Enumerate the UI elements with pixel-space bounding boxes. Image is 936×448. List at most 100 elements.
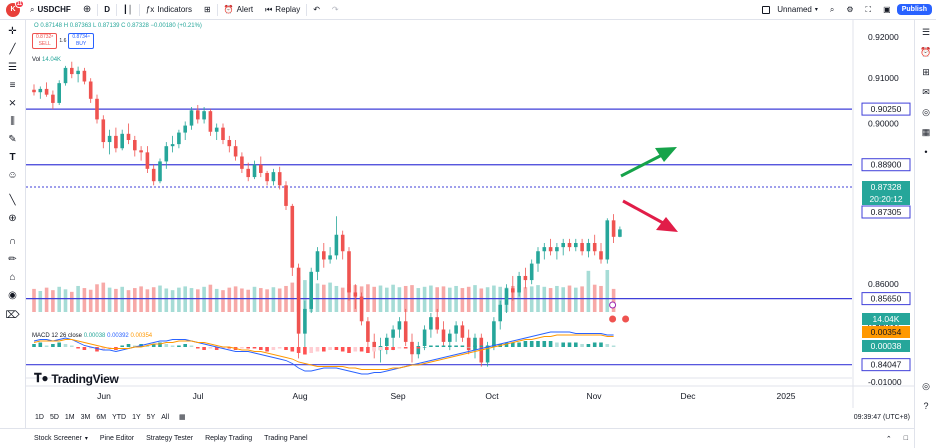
undo-button[interactable]: ↶ (307, 0, 326, 20)
range-5d[interactable]: 5D (49, 413, 59, 421)
indicators-button[interactable]: ƒx Indicators (140, 0, 198, 20)
zoom-in-icon[interactable]: ⊕ (8, 213, 17, 224)
macd-histogram-bar (466, 347, 471, 348)
chart-area[interactable]: 0.920000.910000.900000.880000.860000.850… (26, 20, 914, 408)
forecast-icon[interactable]: ⫼ (10, 116, 15, 127)
replay-trading-tab[interactable]: Replay Trading (199, 435, 258, 442)
chat-icon[interactable]: ✉ (922, 86, 930, 97)
trash-icon[interactable]: ⌦ (5, 310, 20, 321)
macd-histogram-bar (347, 347, 351, 353)
maximize-icon: □ (903, 435, 908, 442)
range-6m[interactable]: 6M (96, 413, 107, 421)
watchlist-icon[interactable]: ☰ (921, 26, 931, 37)
volume-bar (586, 270, 591, 312)
volume-bar (101, 282, 106, 312)
maximize-panel-button[interactable]: □ (898, 435, 914, 442)
candle-body (240, 156, 244, 169)
user-avatar[interactable]: K 11 (6, 0, 24, 17)
candle-body (511, 288, 515, 293)
volume-bar (328, 282, 332, 312)
volume-bar (466, 286, 471, 312)
lock-icon[interactable]: ⌂ (9, 272, 16, 283)
trading-panel-tab[interactable]: Trading Panel (258, 435, 313, 442)
range-1m[interactable]: 1M (64, 413, 75, 421)
snapshot-button[interactable]: ▣ (877, 0, 897, 20)
candle-body (63, 67, 68, 84)
templates-button[interactable]: ⊞ (198, 0, 217, 20)
text-icon[interactable]: T (9, 152, 16, 163)
chart-type-button[interactable]: ┃│ (117, 0, 139, 20)
price-axis[interactable]: 0.920000.910000.900000.880000.860000.850… (852, 20, 911, 408)
ohlc-legend: O 0.87148 H 0.87363 L 0.87139 C 0.87328 … (34, 23, 202, 29)
range-5y[interactable]: 5Y (146, 413, 156, 421)
trendline-icon[interactable]: ╱ (9, 44, 16, 55)
candle-body (391, 329, 395, 338)
macd-histogram-bar (252, 347, 257, 349)
arrow-down-annotation[interactable] (622, 199, 678, 232)
settings-button[interactable]: ⚙ (840, 0, 859, 20)
replay-button[interactable]: ⏮ Replay (259, 0, 306, 20)
fullscreen-button[interactable]: ⛶ (860, 0, 878, 20)
macd-histogram-bar (322, 347, 326, 352)
alert-button[interactable]: ⏰ Alert (218, 0, 259, 20)
stock-screener-tab[interactable]: Stock Screener ▾ (28, 435, 94, 442)
eye-icon[interactable]: ◉ (8, 290, 17, 301)
collapse-panel-button[interactable]: ⌃ (880, 435, 898, 443)
magnifier-icon: ⌕ (829, 4, 835, 14)
brush-icon[interactable]: ✎ (8, 134, 17, 145)
ideas-icon[interactable]: ◎ (922, 106, 930, 117)
calendar-icon[interactable]: ▦ (921, 126, 931, 137)
macd-histogram-bar (44, 345, 49, 347)
macd-histogram-bar (448, 345, 452, 347)
help-icon[interactable]: ? (923, 401, 929, 411)
horizontal-lines-icon[interactable]: ☰ (8, 62, 17, 73)
macd-histogram-bar (202, 347, 206, 350)
pattern-icon[interactable]: ⨯ (8, 98, 17, 109)
interval-button[interactable]: D (98, 0, 116, 20)
buy-button[interactable]: 0.8734⁴ BUY (68, 33, 94, 49)
ruler-icon[interactable]: ╲ (9, 195, 16, 206)
range-1d[interactable]: 1D (35, 413, 44, 421)
range-all[interactable]: All (161, 413, 170, 421)
time-tick-label: Aug (292, 391, 307, 401)
macd-histogram-bar (290, 347, 295, 352)
time-axis[interactable]: Jun Jul Aug Sep Oct Nov Dec 2025 (26, 385, 914, 401)
macd-histogram-bar (107, 347, 112, 349)
macd-pane (32, 331, 616, 375)
clock-label[interactable]: 09:39:47 (UTC+8) (853, 413, 910, 421)
arrow-up-annotation[interactable] (620, 147, 677, 178)
candle-body (265, 172, 269, 182)
signal-icon[interactable]: • (924, 147, 928, 157)
chart-canvas[interactable]: 0.920000.910000.900000.880000.860000.850… (26, 20, 914, 408)
volume-bar (303, 280, 307, 312)
emoji-icon[interactable]: ☺ (7, 170, 18, 181)
candle-body (233, 146, 238, 157)
alerts-clock-icon[interactable]: ⏰ (920, 46, 932, 57)
search-button[interactable]: ⌕ (824, 0, 840, 20)
lock-drawings-icon[interactable]: ✏ (8, 254, 17, 265)
crosshair-icon[interactable]: ✛ (8, 26, 17, 37)
symbol-name: USDCHF (37, 5, 71, 14)
redo-button[interactable]: ↷ (326, 0, 345, 20)
date-range-icon[interactable]: ▦ (179, 414, 186, 421)
range-1y[interactable]: 1Y (132, 413, 141, 421)
macd-histogram-bar (32, 344, 36, 347)
compare-button[interactable]: ⊕ (77, 0, 97, 20)
candle-body (170, 144, 175, 147)
sell-button[interactable]: 0.8732⁸ SELL (32, 33, 58, 49)
range-3m[interactable]: 3M (80, 413, 91, 421)
publish-button[interactable]: Publish (896, 4, 932, 15)
fib-icon[interactable]: ≡ (9, 80, 16, 91)
macd-histogram-bar (454, 345, 458, 347)
candle-body (504, 288, 509, 305)
magnet-icon[interactable]: ∩ (8, 236, 17, 247)
candle-body (441, 329, 446, 342)
symbol-search[interactable]: ⌕ USDCHF (24, 0, 77, 20)
grid-icon[interactable]: ⊞ (922, 66, 930, 77)
range-ytd[interactable]: YTD (112, 413, 127, 421)
target-icon[interactable]: ◎ (922, 380, 930, 391)
fullscreen-icon: ⛶ (865, 4, 872, 14)
pine-editor-tab[interactable]: Pine Editor (94, 435, 140, 442)
strategy-tester-tab[interactable]: Strategy Tester (140, 435, 199, 442)
layout-button[interactable]: Unnamed ▾ (756, 0, 824, 20)
